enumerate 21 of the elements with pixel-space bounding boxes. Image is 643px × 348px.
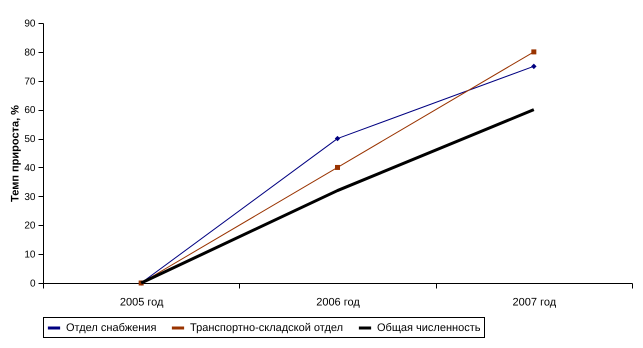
y-tick-label: 90 bbox=[24, 18, 36, 30]
point bbox=[531, 64, 537, 70]
y-tick-label: 0 bbox=[30, 278, 36, 290]
y-tick-label: 80 bbox=[24, 47, 36, 58]
x-tick-label: 2006 год bbox=[316, 296, 360, 308]
legend-label: Транспортно-складской отдел bbox=[190, 322, 344, 334]
legend-label: Отдел снабжения bbox=[66, 322, 156, 334]
x-tick-label: 2007 год bbox=[512, 296, 557, 308]
y-tick-label: 70 bbox=[24, 76, 36, 88]
legend-label: Общая численность bbox=[377, 322, 481, 334]
y-tick-label: 20 bbox=[24, 220, 36, 232]
y-tick-label: 10 bbox=[24, 250, 36, 261]
y-tick-label: 50 bbox=[24, 134, 36, 146]
x-tick-label: 2005 год bbox=[120, 296, 164, 308]
point bbox=[334, 136, 340, 142]
point bbox=[335, 164, 340, 170]
y-tick-label: 60 bbox=[24, 105, 36, 116]
y-tick-label: 30 bbox=[24, 192, 36, 203]
y-tick-label: 40 bbox=[24, 162, 36, 174]
point bbox=[531, 49, 536, 54]
y-axis-title: Темп прироста, % bbox=[9, 104, 22, 202]
